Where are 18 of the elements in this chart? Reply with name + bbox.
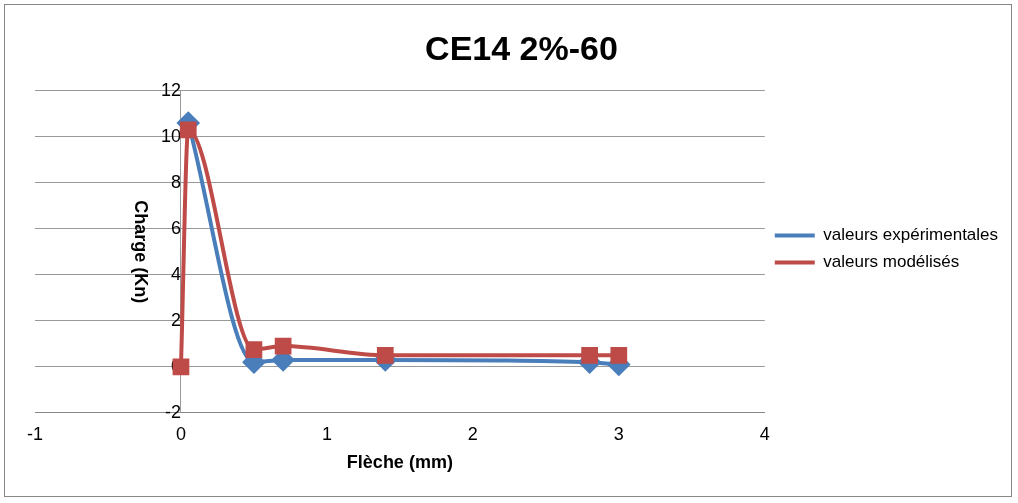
x-tick-label: 0 (175, 423, 186, 444)
chart-title: CE14 2%-60 (425, 28, 618, 67)
y-tick-label: 8 (170, 171, 181, 192)
x-tick-label: -1 (26, 423, 44, 444)
x-tick-label: 1 (321, 423, 332, 444)
y-axis-title: Charge (Kn) (131, 200, 152, 304)
x-axis-title: Flèche (mm) (346, 452, 453, 473)
legend-label: valeurs expérimentales (823, 225, 999, 245)
y-tick-label: 4 (170, 263, 181, 284)
y-tick-label: 12 (160, 79, 181, 100)
x-tick-label: 4 (759, 423, 770, 444)
y-tick-label: -2 (164, 401, 181, 422)
y-tick-label: 2 (170, 309, 181, 330)
y-tick-label: 6 (170, 217, 181, 238)
y-tick-label: 10 (160, 125, 181, 146)
x-tick-label: 3 (613, 423, 624, 444)
x-tick-label: 2 (467, 423, 478, 444)
legend-label: valeurs modélisés (823, 252, 960, 272)
